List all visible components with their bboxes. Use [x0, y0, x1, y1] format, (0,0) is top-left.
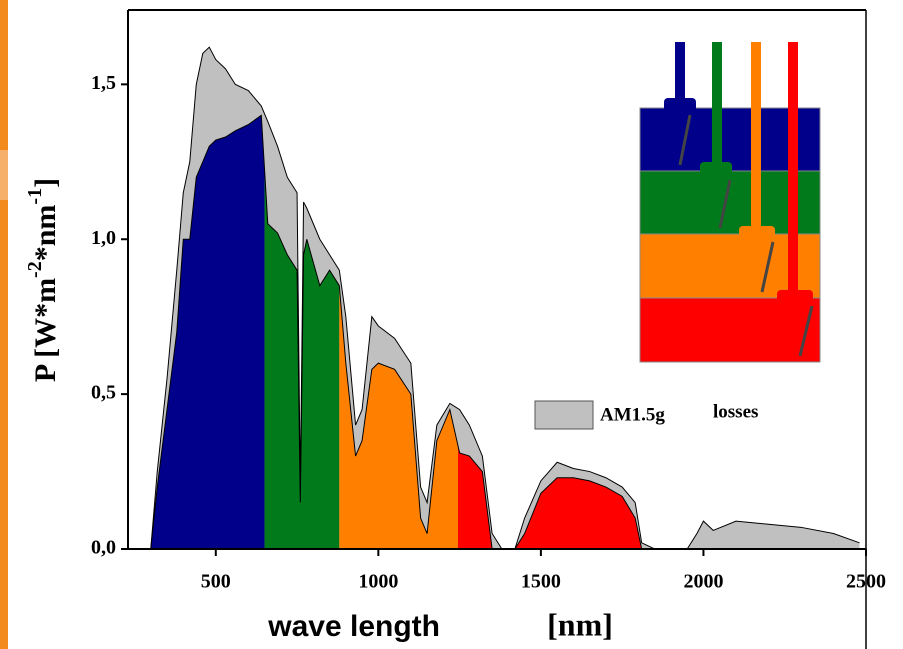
- band-area: [264, 169, 340, 549]
- plot-area: [144, 46, 860, 550]
- y-title-sup: -2: [24, 261, 46, 278]
- y-tick-label: 0,0: [91, 537, 116, 559]
- side-strip: [0, 0, 8, 649]
- absorbed-line: [144, 114, 655, 550]
- y-title-part: ]: [29, 178, 62, 188]
- y-title-part: *nm: [29, 205, 62, 262]
- x-axis-title: wave length: [267, 610, 440, 643]
- y-tick-label: 0,5: [91, 382, 116, 404]
- band-area: [339, 285, 458, 549]
- legend-swatch: [534, 400, 594, 430]
- inset-diagram: [639, 42, 821, 363]
- side-strip-light: [0, 150, 8, 200]
- y-title-part: P [W*m: [29, 278, 62, 382]
- y-tick-label: 1,0: [91, 227, 116, 249]
- y-title-sup: -1: [24, 188, 46, 205]
- legend-label: AM1.5g: [600, 404, 665, 425]
- band-area: [144, 115, 265, 549]
- legend-note: losses: [713, 401, 758, 422]
- x-tick-label: 500: [201, 571, 231, 593]
- x-tick-label: 1500: [521, 571, 561, 593]
- x-tick-label: 2000: [683, 571, 723, 593]
- x-axis-unit: [nm]: [547, 606, 613, 642]
- y-tick-label: 1,5: [91, 72, 116, 94]
- band-area: [457, 445, 642, 549]
- x-tick-label: 2500: [846, 571, 886, 593]
- y-axis-title: P [W*m-2*nm-1]: [24, 178, 62, 382]
- spectrum-line: [144, 46, 860, 550]
- x-tick-label: 1000: [358, 571, 398, 593]
